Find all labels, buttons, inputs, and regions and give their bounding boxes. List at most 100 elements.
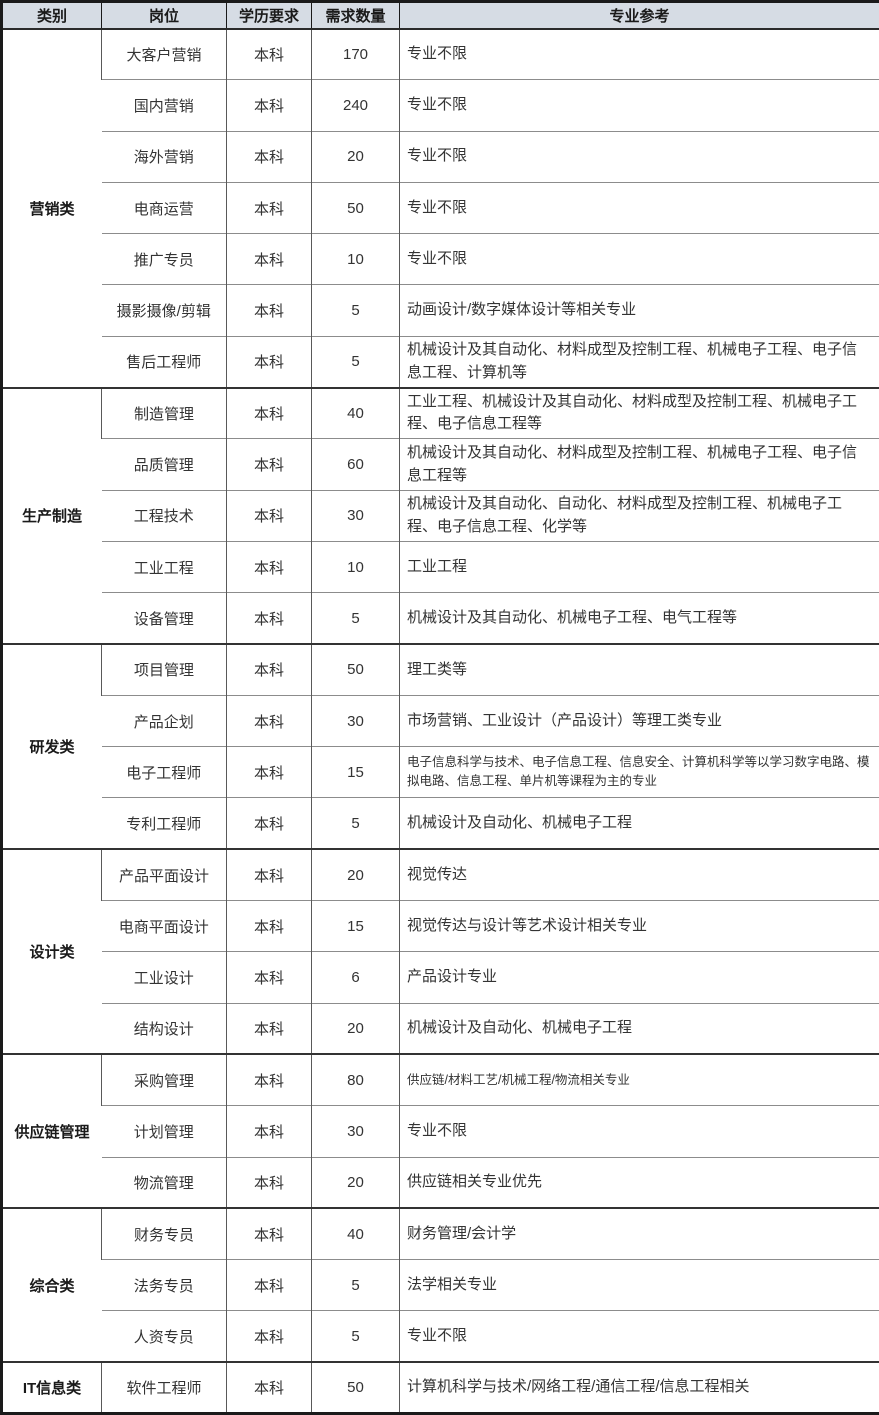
education-cell: 本科 xyxy=(226,1105,312,1158)
table-row: 摄影摄像/剪辑 本科 5 动画设计/数字媒体设计等相关专业 xyxy=(2,284,879,337)
majors-cell: 电子信息科学与技术、电子信息工程、信息安全、计算机科学等以学习数字电路、模拟电路… xyxy=(399,746,879,798)
majors-cell: 专业不限 xyxy=(399,130,879,183)
count-cell: 170 xyxy=(311,28,400,80)
count-cell: 5 xyxy=(311,592,400,645)
table-row: 计划管理 本科 30 专业不限 xyxy=(2,1105,879,1158)
position-cell: 物流管理 xyxy=(101,1156,227,1209)
position-cell: 摄影摄像/剪辑 xyxy=(101,284,227,337)
education-cell: 本科 xyxy=(226,233,312,285)
position-cell: 软件工程师 xyxy=(101,1361,227,1414)
majors-cell: 专业不限 xyxy=(399,28,879,80)
education-cell: 本科 xyxy=(226,130,312,183)
category-cell: 生产制造 xyxy=(1,386,102,645)
table-row: 设备管理 本科 5 机械设计及其自动化、机械电子工程、电气工程等 xyxy=(2,592,879,645)
education-cell: 本科 xyxy=(226,438,312,491)
majors-cell: 工业工程 xyxy=(399,540,879,593)
table-row: 工程技术 本科 30 机械设计及其自动化、自动化、材料成型及控制工程、机械电子工… xyxy=(2,489,879,542)
position-cell: 产品平面设计 xyxy=(101,848,227,901)
table-row: 设计类 产品平面设计 本科 20 视觉传达 xyxy=(1,848,879,1055)
count-cell: 30 xyxy=(311,694,400,747)
majors-cell: 视觉传达 xyxy=(399,848,879,901)
table-row: 海外营销 本科 20 专业不限 xyxy=(2,130,879,183)
table-header: 类别 岗位 学历要求 需求数量 专业参考 xyxy=(1,1,879,30)
table-body: 营销类 大客户营销 本科 170 专业不限 国内营销 本科 240 专业不限 海外… xyxy=(1,28,879,1414)
count-cell: 15 xyxy=(311,746,400,798)
education-cell: 本科 xyxy=(226,951,312,1004)
count-cell: 240 xyxy=(311,79,400,132)
table-row: 电子工程师 本科 15 电子信息科学与技术、电子信息工程、信息安全、计算机科学等… xyxy=(2,746,879,798)
table-row: 研发类 项目管理 本科 50 理工类等 xyxy=(1,643,879,850)
table-row: IT信息类 软件工程师 本科 50 计算机科学与技术/网络工程/通信工程/信息工程… xyxy=(1,1361,879,1414)
majors-cell: 专业不限 xyxy=(399,79,879,132)
majors-cell: 机械设计及其自动化、机械电子工程、电气工程等 xyxy=(399,592,879,645)
education-cell: 本科 xyxy=(226,28,312,80)
count-cell: 30 xyxy=(311,489,400,542)
position-cell: 大客户营销 xyxy=(101,28,227,80)
education-cell: 本科 xyxy=(226,900,312,952)
majors-cell: 机械设计及其自动化、自动化、材料成型及控制工程、机械电子工程、电子信息工程、化学… xyxy=(399,489,879,542)
education-cell: 本科 xyxy=(226,1207,312,1260)
category-cell: 营销类 xyxy=(29,200,75,218)
majors-cell: 工业工程、机械设计及其自动化、材料成型及控制工程、机械电子工程、电子信息工程等 xyxy=(399,386,879,439)
education-cell: 本科 xyxy=(226,643,312,696)
majors-cell: 机械设计及其自动化、材料成型及控制工程、机械电子工程、电子信息工程等 xyxy=(399,438,879,491)
majors-cell: 专业不限 xyxy=(399,1105,879,1158)
count-cell: 15 xyxy=(311,900,400,952)
count-cell: 40 xyxy=(311,1207,400,1260)
education-cell: 本科 xyxy=(226,746,312,798)
position-cell: 电商运营 xyxy=(101,181,227,234)
education-cell: 本科 xyxy=(226,1002,312,1055)
count-cell: 20 xyxy=(311,1002,400,1055)
table-row: 工业设计 本科 6 产品设计专业 xyxy=(2,951,879,1004)
count-cell: 80 xyxy=(311,1053,400,1106)
col-header-position: 岗位 xyxy=(101,1,227,30)
count-cell: 20 xyxy=(311,1156,400,1209)
table-row: 综合类 财务专员 本科 40 财务管理/会计学 xyxy=(1,1207,879,1363)
education-cell: 本科 xyxy=(226,592,312,645)
table-row: 电商平面设计 本科 15 视觉传达与设计等艺术设计相关专业 xyxy=(2,900,879,952)
count-cell: 5 xyxy=(311,1259,400,1311)
majors-cell: 计算机科学与技术/网络工程/通信工程/信息工程相关 xyxy=(399,1361,879,1414)
education-cell: 本科 xyxy=(226,1156,312,1209)
col-header-education: 学历要求 xyxy=(226,1,312,30)
count-cell: 5 xyxy=(311,335,400,388)
education-cell: 本科 xyxy=(226,79,312,132)
majors-cell: 法学相关专业 xyxy=(399,1259,879,1311)
position-cell: 结构设计 xyxy=(101,1002,227,1055)
count-cell: 50 xyxy=(311,181,400,234)
majors-cell: 机械设计及其自动化、材料成型及控制工程、机械电子工程、电子信息工程、计算机等 xyxy=(399,335,879,388)
education-cell: 本科 xyxy=(226,1361,312,1414)
count-cell: 5 xyxy=(311,284,400,337)
count-cell: 5 xyxy=(311,1310,400,1363)
table-row: 生产制造 制造管理 本科 40 工业工程、机械设计及其自动化、材料成型及控制工程、… xyxy=(1,386,879,645)
position-cell: 国内营销 xyxy=(101,79,227,132)
education-cell: 本科 xyxy=(226,181,312,234)
majors-cell: 产品设计专业 xyxy=(399,951,879,1004)
table-row: 供应链管理 采购管理 本科 80 供应链/材料工艺/机械工程/物流相关专业 xyxy=(1,1053,879,1209)
education-cell: 本科 xyxy=(226,694,312,747)
majors-cell: 市场营销、工业设计（产品设计）等理工类专业 xyxy=(399,694,879,747)
majors-cell: 专业不限 xyxy=(399,1310,879,1363)
count-cell: 10 xyxy=(311,540,400,593)
majors-cell: 供应链相关专业优先 xyxy=(399,1156,879,1209)
count-cell: 10 xyxy=(311,233,400,285)
position-cell: 设备管理 xyxy=(101,592,227,645)
table-row: 专利工程师 本科 5 机械设计及自动化、机械电子工程 xyxy=(2,797,879,850)
education-cell: 本科 xyxy=(226,386,312,439)
category-cell: 综合类 xyxy=(1,1207,102,1363)
count-cell: 40 xyxy=(311,386,400,439)
majors-cell: 供应链/材料工艺/机械工程/物流相关专业 xyxy=(399,1053,879,1106)
position-cell: 海外营销 xyxy=(101,130,227,183)
position-cell: 售后工程师 xyxy=(101,335,227,388)
category-cell: 供应链管理 xyxy=(1,1053,102,1209)
position-cell: 工业工程 xyxy=(101,540,227,593)
position-cell: 财务专员 xyxy=(101,1207,227,1260)
col-header-majors: 专业参考 xyxy=(399,1,879,30)
position-cell: 工程技术 xyxy=(101,489,227,542)
majors-cell: 专业不限 xyxy=(399,233,879,285)
position-cell: 项目管理 xyxy=(101,643,227,696)
education-cell: 本科 xyxy=(226,797,312,850)
table-row: 人资专员 本科 5 专业不限 xyxy=(2,1310,879,1363)
col-header-count: 需求数量 xyxy=(311,1,400,30)
